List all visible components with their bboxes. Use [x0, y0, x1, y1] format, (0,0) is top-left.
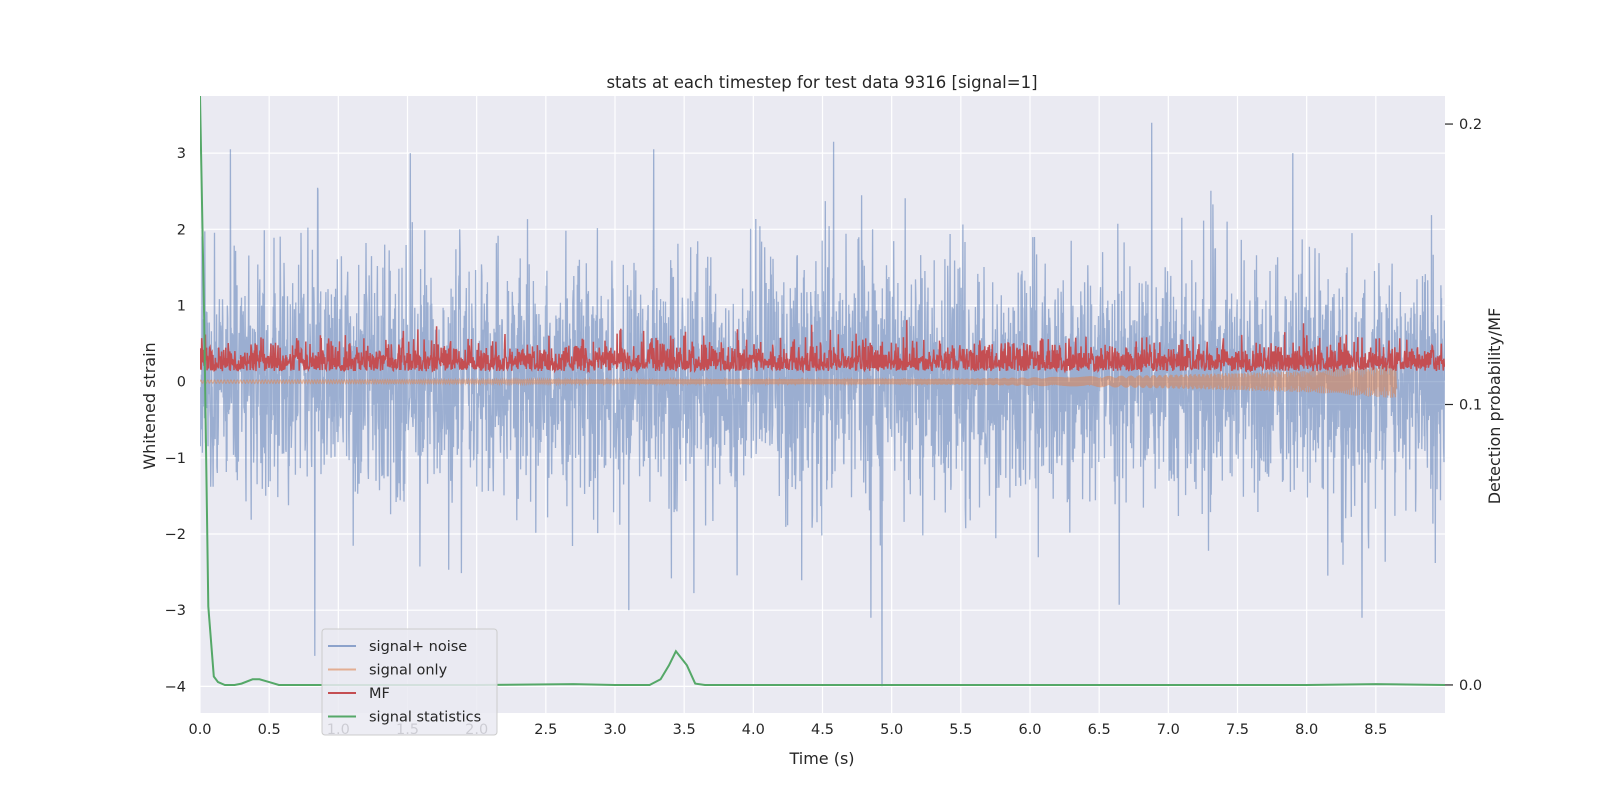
legend-box [321, 628, 498, 736]
series-line-signal-only [200, 365, 1398, 398]
y-tick-label: −4 [165, 679, 186, 695]
series-line-mf [200, 320, 1445, 374]
x-tick-label: 4.0 [742, 722, 765, 738]
y-axis-left: 3 2 1 0 −1 −2 −3 −4 [165, 146, 186, 695]
x-axis-label: Time (s) [788, 749, 854, 768]
x-tick-label: 5.5 [949, 722, 972, 738]
x-tick-label: 8.5 [1364, 722, 1387, 738]
y-tick-label: −1 [165, 451, 186, 467]
x-tick-label: 0.5 [258, 722, 281, 738]
x-tick-label: 0.0 [188, 722, 211, 738]
y-tick-label: −3 [165, 603, 186, 619]
legend: signal+ noise signal only MF signal statist… [321, 628, 498, 736]
legend-entry: signal+ noise [369, 639, 467, 655]
y2-axis-label: Detection probability/MF [1485, 308, 1504, 505]
y-tick-label: 3 [177, 146, 186, 162]
x-tick-label: 7.5 [1226, 722, 1249, 738]
x-tick-label: 8.0 [1295, 722, 1318, 738]
x-tick-label: 3.0 [603, 722, 626, 738]
y2-tick-label: 0.0 [1459, 678, 1482, 694]
y2-tick-label: 0.1 [1459, 398, 1482, 414]
legend-entry: signal statistics [369, 710, 481, 726]
y-tick-label: 1 [177, 298, 186, 314]
legend-entry: signal only [369, 663, 448, 679]
y-tick-label: −2 [165, 527, 186, 543]
y-tick-label: 2 [177, 222, 186, 238]
legend-entry: MF [369, 686, 390, 702]
x-tick-label: 7.0 [1157, 722, 1180, 738]
y2-tick-label: 0.2 [1459, 117, 1482, 133]
x-tick-label: 2.5 [534, 722, 557, 738]
x-tick-label: 5.0 [880, 722, 903, 738]
y-axis-right: 0.2 0.1 0.0 [1445, 117, 1482, 694]
x-tick-label: 6.0 [1018, 722, 1041, 738]
x-tick-label: 3.5 [673, 722, 696, 738]
x-tick-label: 6.5 [1088, 722, 1111, 738]
chart-title: stats at each timestep for test data 931… [606, 73, 1037, 92]
y-axis-label: Whitened strain [140, 342, 159, 469]
y-tick-label: 0 [177, 375, 186, 391]
x-tick-label: 4.5 [811, 722, 834, 738]
